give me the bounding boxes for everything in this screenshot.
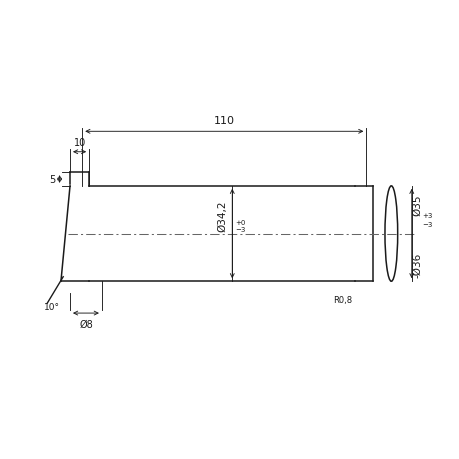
Text: -Ø36: -Ø36 [411,252,421,277]
Text: +0: +0 [235,220,245,226]
Text: 10°: 10° [44,302,60,311]
Text: 10: 10 [73,138,85,148]
Text: 110: 110 [213,116,234,126]
Text: R0,8: R0,8 [333,295,352,304]
Text: Ø34,2: Ø34,2 [217,200,227,232]
Text: Ø35: Ø35 [411,195,421,216]
Text: −3: −3 [235,226,245,233]
Text: Ø8: Ø8 [79,319,93,329]
Text: 5: 5 [49,174,55,185]
Text: −3: −3 [422,221,432,227]
Text: +3: +3 [422,213,432,219]
